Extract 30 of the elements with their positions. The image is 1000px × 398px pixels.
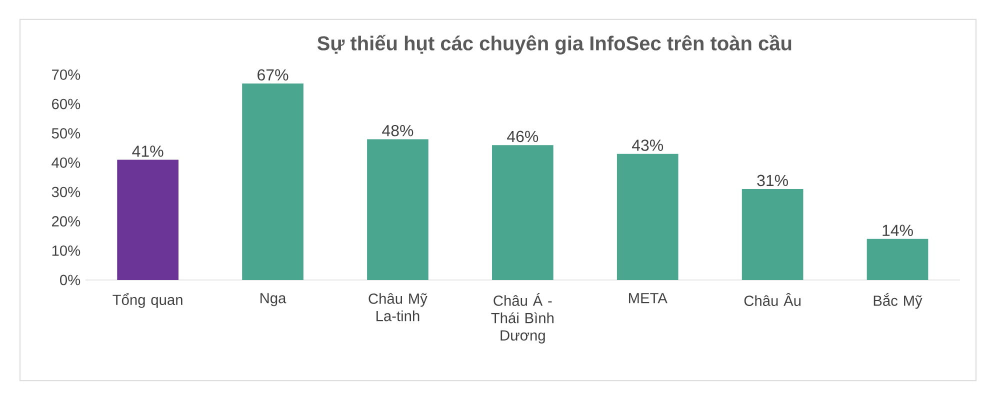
y-tick-label: 70% [52,69,80,80]
x-tick-label: Bắc Mỹ [874,293,922,309]
x-tick-label: Nga [260,293,286,306]
bar [117,160,178,280]
data-label: 67% [258,69,288,81]
y-tick-label: 10% [52,245,80,256]
bar [616,154,678,280]
y-tick-label: 20% [52,216,80,227]
data-label: 48% [382,124,414,136]
bar [492,145,554,280]
y-tick-label: 40% [52,157,80,168]
data-label: 46% [507,130,538,142]
y-tick-label: 50% [52,128,80,139]
data-label: 31% [757,174,788,186]
bar [367,139,428,280]
bar [742,189,804,280]
x-tick-label: Tổng quan [112,293,182,308]
data-label: 43% [632,140,664,151]
x-tick-label: Châu Á - Thái Bình Dương [491,293,554,344]
data-label: 14% [882,224,913,236]
y-tick-label: 0% [60,274,80,286]
data-label: 41% [132,146,164,157]
x-tick-label: META [629,293,668,304]
bar [866,238,928,280]
x-tick-label: Châu Âu [744,293,801,306]
chart-title: Sự thiếu hụt các chuyên gia InfoSec trên toàn cầu [317,34,792,54]
bar [242,83,304,280]
x-tick-label: Châu Mỹ La-tinh [368,293,428,322]
y-tick-label: 60% [52,98,80,110]
y-tick-label: 30% [52,186,80,198]
